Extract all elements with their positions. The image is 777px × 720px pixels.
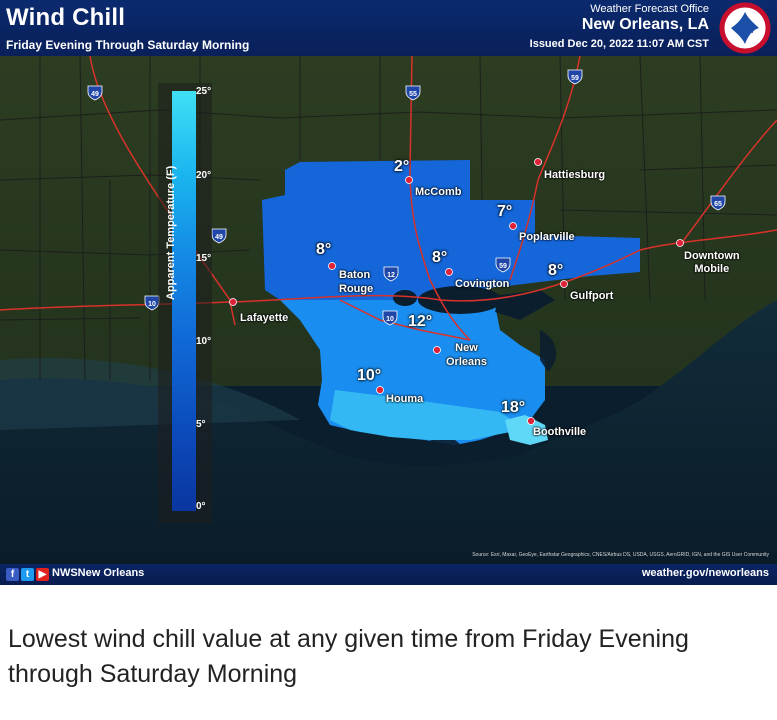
shelf-water — [0, 358, 300, 430]
svg-text:55: 55 — [409, 91, 417, 98]
city-label-mccomb: McComb — [415, 186, 462, 198]
wind-chill-value-gulfport: 8° — [548, 262, 564, 279]
svg-text:10: 10 — [386, 316, 394, 323]
legend-tick: 20° — [196, 170, 212, 181]
social-links: f t ▶ — [6, 568, 49, 581]
borders — [0, 55, 777, 381]
wind-chill-area-coast — [330, 390, 520, 440]
svg-text:59: 59 — [571, 75, 579, 82]
city-label-covington: Covington — [455, 278, 510, 290]
lake-pontchartrain — [418, 286, 502, 314]
city-label-lafayette: Lafayette — [240, 312, 289, 324]
wind-chill-value-houma: 10° — [357, 367, 382, 384]
map-subtitle: Friday Evening Through Saturday Morning — [6, 38, 250, 52]
nws-logo — [719, 2, 771, 54]
legend-tick: 25° — [196, 86, 212, 97]
legend-title: Apparent Temperature (F) — [165, 165, 177, 300]
svg-text:65: 65 — [714, 201, 722, 208]
youtube-icon[interactable]: ▶ — [36, 568, 49, 581]
facebook-icon[interactable]: f — [6, 568, 19, 581]
wind-chill-value-poplarville: 7° — [497, 203, 513, 220]
wind-chill-value-boothville: 18° — [501, 399, 526, 416]
wind-chill-area-delta — [505, 415, 548, 445]
legend-tick: 0° — [196, 501, 206, 512]
website-link[interactable]: weather.gov/neworleans — [641, 567, 769, 579]
legend-tick: 15° — [196, 253, 212, 264]
city-label-new-orleans: New Orleans — [446, 342, 487, 368]
svg-text:49: 49 — [91, 91, 99, 98]
city-label-poplarville: Poplarville — [519, 231, 575, 243]
office-name: New Orleans, LA — [581, 16, 709, 33]
twitter-icon[interactable]: t — [21, 568, 34, 581]
svg-text:49: 49 — [215, 234, 223, 241]
legend-color-ramp — [172, 91, 196, 511]
office-label: Weather Forecast Office — [590, 3, 709, 15]
city-label-gulfport: Gulfport — [570, 290, 614, 302]
lake-maurepas — [393, 290, 417, 306]
city-label-baton-rouge: Baton Rouge — [339, 269, 374, 295]
map-title: Wind Chill — [6, 4, 126, 31]
footer-bar: f t ▶ NWSNew Orleans weather.gov/neworle… — [0, 564, 777, 585]
city-label-boothville: Boothville — [533, 426, 587, 438]
legend-tick: 5° — [196, 419, 206, 430]
social-handle[interactable]: NWSNew Orleans — [52, 567, 145, 579]
city-label-downtown-mobile: Downtown Mobile — [684, 250, 740, 275]
svg-text:59: 59 — [499, 263, 507, 270]
map-source-credit: Source: Esri, Maxar, GeoEye, Earthstar G… — [472, 552, 769, 558]
city-markers — [229, 158, 684, 425]
svg-text:10: 10 — [148, 301, 156, 308]
wind-chill-value-new-orleans: 12° — [408, 313, 433, 330]
marsh-patches — [320, 330, 557, 455]
lake-borgne — [495, 290, 555, 320]
wind-chill-value-mccomb: 2° — [394, 158, 410, 175]
wind-chill-value-baton-rouge: 8° — [316, 241, 332, 258]
city-label-hattiesburg: Hattiesburg — [544, 169, 606, 181]
wind-chill-graphic: 49 55 59 65 49 12 59 10 10 Wind Chill Fr… — [0, 0, 777, 585]
svg-text:12: 12 — [387, 272, 395, 279]
basemap: 49 55 59 65 49 12 59 10 10 — [0, 55, 777, 564]
wind-chill-value-covington: 8° — [432, 249, 448, 266]
legend-tick: 10° — [196, 336, 212, 347]
interstate-shields: 49 55 59 65 49 12 59 10 10 — [87, 69, 726, 326]
city-label-houma: Houma — [386, 393, 424, 405]
caption-text: Lowest wind chill value at any given tim… — [8, 625, 689, 688]
issued-time: Issued Dec 20, 2022 11:07 AM CST — [529, 38, 709, 50]
header-bar: Wind Chill Friday Evening Through Saturd… — [0, 0, 777, 56]
wind-chill-area-north — [262, 160, 640, 300]
